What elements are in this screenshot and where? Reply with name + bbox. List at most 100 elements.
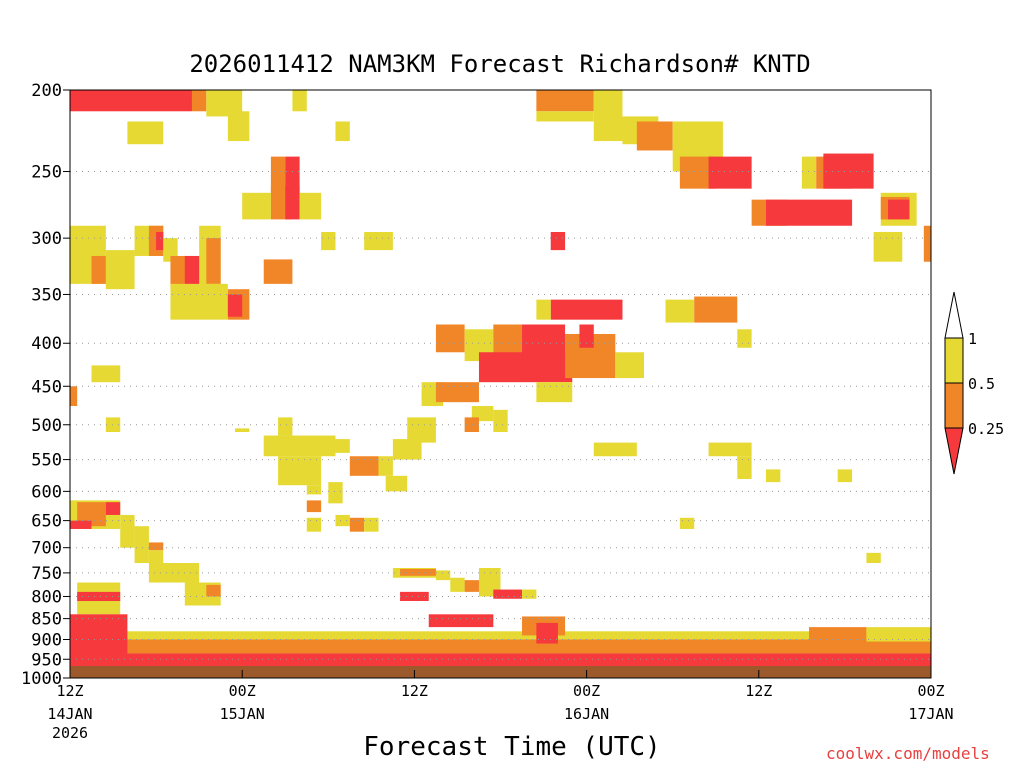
x-tick-year-0: 2026 [52, 724, 88, 742]
heatmap-cell-yellow [242, 192, 271, 220]
heatmap-cell-yellow [120, 514, 135, 548]
heatmap-cell-orange [263, 259, 293, 284]
heatmap-cell-red [400, 591, 429, 602]
heatmap-cell-red [522, 324, 566, 379]
y-tick-label-650: 650 [31, 512, 62, 532]
colorbar-bottom-arrow [944, 427, 964, 475]
heatmap-cell-orange [206, 584, 221, 597]
heatmap-cell-red [823, 153, 874, 189]
heatmap-cell-yellow [335, 514, 350, 527]
chart-title: 2026011412 NAM3KM Forecast Richardson# K… [189, 50, 811, 78]
x-tick-label-48: 12Z [745, 682, 772, 700]
heatmap-cell-red [550, 299, 623, 320]
x-tick-date-0: 14JAN [47, 705, 92, 723]
heatmap-cell-yellow [737, 329, 752, 348]
heatmap-cell-orange [464, 580, 479, 592]
x-tick-label-36: 00Z [573, 682, 600, 700]
heatmap-cell-red [285, 185, 300, 220]
heatmap-cell-yellow [536, 111, 594, 122]
plot-border [69, 89, 932, 679]
heatmap-cell-orange [400, 568, 436, 576]
heatmap-cell-yellow [478, 567, 501, 597]
heatmap-cell-yellow [306, 485, 322, 495]
heatmap-cell-orange [435, 324, 465, 353]
heatmap-cell-orange [306, 500, 322, 513]
heatmap-cell-red [227, 294, 243, 317]
colorbar-bin-yellow [944, 337, 964, 384]
heatmap-cell-yellow [170, 283, 228, 320]
heatmap-cell-yellow [278, 417, 293, 436]
heatmap-cell-orange [70, 386, 78, 407]
x-tick-date-36: 16JAN [564, 705, 609, 723]
heatmap-cell-orange [349, 456, 379, 476]
y-tick-label-500: 500 [31, 416, 62, 436]
heatmap-cells [70, 90, 931, 678]
heatmap-cell-yellow [364, 517, 379, 532]
heatmap-cell-yellow [105, 417, 121, 432]
heatmap-cell-red [156, 231, 164, 251]
heatmap-cell-yellow [866, 627, 931, 642]
heatmap-cell-yellow [665, 299, 695, 323]
heatmap-cell-red [77, 591, 121, 602]
heatmap-cell-yellow [292, 90, 307, 112]
heatmap-cell-red [536, 622, 558, 644]
heatmap-cell-yellow [615, 352, 644, 379]
heatmap-cell-red [493, 589, 523, 599]
heatmap-cell-yellow [493, 409, 508, 432]
y-tick-label-1000: 1000 [21, 669, 62, 689]
heatmap-cell-red [887, 199, 910, 220]
heatmap-cell-yellow [679, 517, 695, 529]
y-tick-label-850: 850 [31, 610, 62, 630]
y-tick-label-600: 600 [31, 482, 62, 502]
heatmap-cell-yellow [328, 482, 343, 504]
y-tick-label-200: 200 [31, 81, 62, 101]
heatmap-cell-orange [694, 296, 738, 323]
heatmap-cell-red [550, 231, 566, 251]
heatmap-cell-yellow [227, 111, 250, 142]
heatmap-cell-yellow [335, 121, 350, 142]
heatmap-cell-yellow [837, 469, 853, 483]
heatmap-cell-yellow [70, 631, 931, 640]
heatmap-cell-red [105, 502, 121, 515]
heatmap-cell-yellow [148, 563, 200, 583]
heatmap-cell-red [285, 156, 300, 193]
x-tick-label-0: 12Z [56, 682, 83, 700]
x-axis-title: Forecast Time (UTC) [363, 732, 661, 762]
heatmap-cell-yellow [450, 577, 465, 592]
y-tick-label-550: 550 [31, 451, 62, 471]
heatmap-cell-yellow [593, 442, 637, 457]
x-tick-date-12: 15JAN [220, 705, 265, 723]
heatmap-cell-yellow [536, 382, 573, 403]
y-axis: 200 250 300 350 400 450 500 550 600 650 700 750 800 8… [21, 81, 70, 689]
heatmap-cell-yellow [385, 475, 408, 492]
y-tick-label-450: 450 [31, 377, 62, 397]
heatmap-cell-orange [636, 121, 673, 151]
colorbar-top-arrow [944, 291, 964, 339]
heatmap-cell-yellow [522, 589, 537, 599]
heatmap-cell-yellow [91, 365, 121, 383]
watermark: coolwx.com/models [826, 744, 990, 763]
heatmap-cell-yellow [335, 439, 350, 453]
colorbar-bin-orange [944, 382, 964, 429]
heatmap-cell-yellow [737, 456, 752, 479]
heatmap-cell-yellow [392, 439, 422, 460]
heatmap-cell-orange [809, 627, 867, 644]
heatmap-cell-yellow [263, 435, 336, 457]
heatmap-cell-yellow [148, 550, 164, 564]
colorbar-label-1: 0.5 [968, 375, 995, 393]
y-tick-label-750: 750 [31, 564, 62, 584]
heatmap-cell-yellow [801, 156, 817, 189]
heatmap-cell-yellow [127, 121, 164, 145]
heatmap-cell-orange [270, 156, 286, 193]
y-tick-label-950: 950 [31, 650, 62, 670]
heatmap-cell-orange [464, 417, 479, 432]
heatmap-cell-orange [349, 517, 365, 532]
heatmap-cell-orange [923, 225, 931, 262]
heatmap-cell-yellow [163, 238, 178, 262]
y-tick-label-400: 400 [31, 334, 62, 354]
heatmap-cell-yellow [306, 517, 322, 532]
heatmap-cell-yellow [435, 570, 451, 581]
